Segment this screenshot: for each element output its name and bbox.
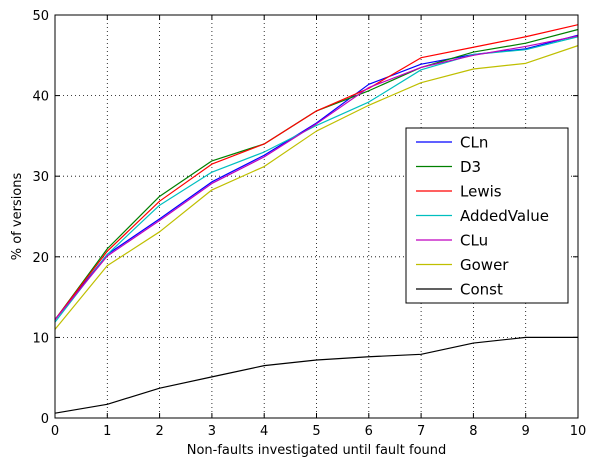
y-tick-label: 40 [32,90,49,105]
x-tick-label: 9 [522,424,530,439]
series-line-const [54,336,578,414]
x-tick-label: 4 [260,424,268,439]
x-tick-label: 0 [51,424,59,439]
series-layer [54,24,579,414]
y-axis-label: % of versions [10,173,25,261]
y-tick-label: 50 [32,9,49,24]
legend-label-const: Const [460,281,503,299]
legend-label-clu: CLu [460,232,488,250]
legend-label-cln: CLn [460,134,488,152]
x-tick-label: 2 [155,424,163,439]
x-tick-label: 7 [417,424,425,439]
x-tick-label: 5 [312,424,320,439]
y-tick-label: 30 [32,170,49,185]
legend-label-addedvalue: AddedValue [460,207,549,225]
series-line-clu [54,35,579,321]
x-tick-label: 8 [469,424,477,439]
legend-label-d3: D3 [460,158,481,176]
x-tick-label: 6 [365,424,373,439]
legend-label-lewis: Lewis [460,183,502,201]
series-line-lewis [54,24,579,321]
y-tick-labels: 0 10 20 30 40 50 [32,9,49,427]
y-tick-label: 10 [32,331,49,346]
x-tick-labels: 0 1 2 3 4 5 6 7 8 9 10 [51,424,586,439]
tick-marks [54,14,579,419]
y-tick-label: 0 [41,412,49,427]
legend: CLn D3 Lewis AddedValue CLu Gower Const [405,127,569,304]
y-tick-label: 20 [32,251,49,266]
x-axis-label: Non-faults investigated until fault foun… [187,443,447,458]
x-tick-label: 10 [570,424,587,439]
series-line-gower [54,45,579,330]
x-tick-label: 1 [103,424,111,439]
x-tick-label: 3 [208,424,216,439]
legend-label-gower: Gower [460,256,509,274]
